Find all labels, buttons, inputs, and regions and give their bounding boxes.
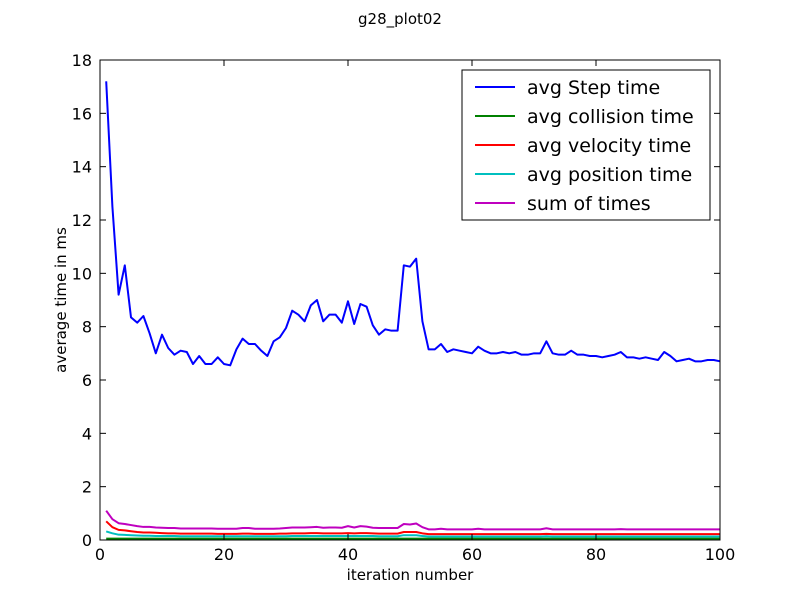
x-tick-label: 60	[462, 545, 482, 564]
series-line-avg-position-time	[105, 530, 720, 538]
series-layer	[105, 81, 721, 540]
y-tick-label: 4	[82, 424, 92, 443]
legend-label: avg collision time	[527, 106, 694, 128]
series-line-avg-step-time	[105, 81, 721, 367]
legend-label: avg Step time	[527, 77, 660, 99]
x-tick-label: 80	[586, 545, 606, 564]
y-tick-label: 16	[72, 104, 92, 123]
series-line-avg-velocity-time	[105, 520, 720, 536]
series-line-sum-of-times	[105, 510, 720, 531]
y-axis-label: average time in ms	[52, 227, 70, 373]
legend: avg Step time avg collision time avg veloc…	[461, 69, 711, 221]
y-tick-label: 2	[82, 478, 92, 497]
x-tick-label: 100	[705, 545, 736, 564]
x-tick-label: 0	[95, 545, 105, 564]
y-tick-label: 18	[72, 51, 92, 70]
plot-frame	[99, 59, 721, 541]
y-tick-label: 12	[72, 211, 92, 230]
legend-label: sum of times	[527, 193, 651, 215]
y-tick-label: 6	[82, 371, 92, 390]
y-tick-label: 10	[72, 264, 92, 283]
x-tick-label: 40	[338, 545, 358, 564]
chart-title: g28_plot02	[358, 10, 442, 29]
y-tick-label: 0	[82, 531, 92, 550]
ticks-layer: 0 20 40 60 80 100 0 2 4 6 8 10 12 14 16 18	[72, 51, 736, 564]
legend-label: avg position time	[527, 164, 692, 186]
legend-label: avg velocity time	[527, 135, 691, 157]
x-axis-label: iteration number	[347, 566, 475, 584]
y-tick-label: 14	[72, 158, 92, 177]
y-tick-label: 8	[82, 318, 92, 337]
x-tick-label: 20	[214, 545, 234, 564]
